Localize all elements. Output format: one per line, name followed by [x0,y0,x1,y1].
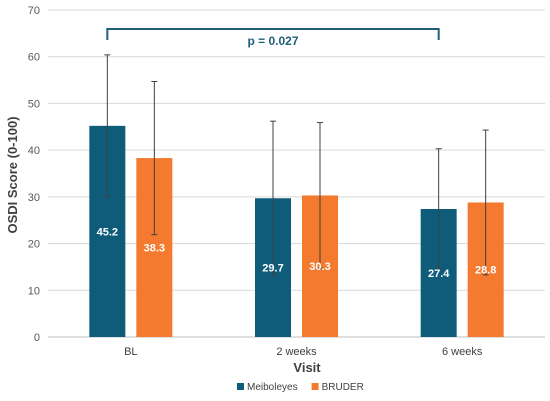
y-tick-label: 0 [34,332,40,344]
y-axis-title: OSDI Score (0-100) [5,116,20,233]
y-tick-label: 10 [28,285,40,297]
legend-swatch [237,383,244,390]
significance-bracket: p = 0.027 [106,28,440,48]
y-tick-label: 40 [28,145,40,157]
data-label: 30.3 [309,261,330,273]
y-tick-label: 50 [28,98,40,110]
legend: Meiboleyes BRUDER [237,382,364,393]
y-axis-ticks: 0 10 20 30 40 50 60 70 [28,5,40,344]
x-axis-categories: BL 2 weeks 6 weeks [124,346,483,358]
legend-label: Meiboleyes [247,382,298,393]
error-bars [104,54,489,276]
legend-swatch [311,383,319,390]
y-tick-label: 20 [28,239,40,251]
gridlines [48,9,545,338]
data-label: 27.4 [428,268,450,280]
data-label: 38.3 [144,243,165,255]
x-tick-label: 2 weeks [276,346,317,358]
bars [89,125,504,337]
significance-label: p = 0.027 [247,34,298,48]
data-label: 28.8 [475,265,496,277]
y-tick-label: 30 [28,192,40,204]
significance-bracket-line [106,28,440,40]
x-axis-title: Visit [293,360,321,375]
x-tick-label: BL [124,346,137,358]
data-label: 45.2 [97,226,118,238]
x-tick-label: 6 weeks [442,346,483,358]
y-tick-label: 70 [28,5,40,17]
legend-label: BRUDER [322,382,364,393]
data-label: 29.7 [262,263,283,275]
data-labels: 45.2 38.3 29.7 30.3 27.4 28.8 [97,226,497,280]
y-tick-label: 60 [28,52,40,64]
